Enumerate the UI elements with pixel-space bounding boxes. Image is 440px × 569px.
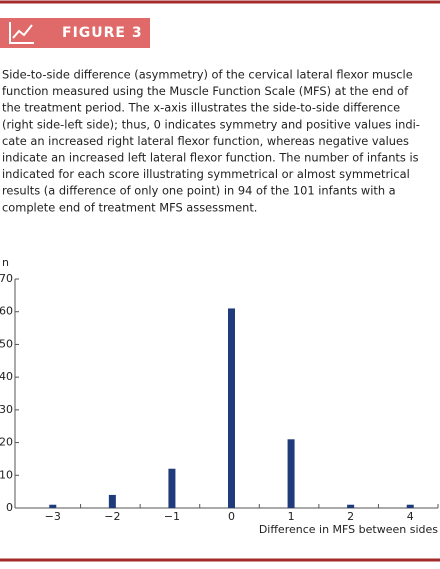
y-tick-label: 30 [0,403,13,416]
bar [287,439,295,508]
caption-line: the treatment period. The x-axis illustr… [2,101,400,115]
figure-label: FIGURE 3 [62,25,143,41]
chart-icon [9,22,34,44]
bar [347,504,355,508]
x-tick-label: 4 [407,510,414,523]
x-tick-label: 0 [228,510,235,523]
bar [49,504,57,508]
bar [108,494,116,508]
x-axis-label: Difference in MFS between sides [259,523,438,536]
y-tick-label: 10 [0,468,13,481]
x-tick-label: 2 [347,510,354,523]
caption-line: indicated for each score illustrating sy… [2,167,410,181]
caption-line: (right side-left side); thus, 0 indicate… [2,117,420,131]
x-tick-label: −2 [104,510,120,523]
caption-line: function measured using the Muscle Funct… [2,84,409,98]
y-tick-label: 70 [0,272,13,285]
caption-line: indicate an increased left lateral flexo… [2,151,419,165]
bar [168,468,176,508]
y-tick-label: 20 [0,436,13,449]
caption-line: cate an increased right lateral flexor f… [2,134,409,148]
bar [406,504,414,508]
caption-line: Side-to-side difference (asymmetry) of t… [2,68,413,82]
x-tick-label: 1 [288,510,295,523]
caption-line: complete end of treatment MFS assessment… [2,200,257,214]
y-tick-label: 40 [0,370,13,383]
x-tick-label: −1 [164,510,180,523]
y-axis-label: n [2,256,9,269]
bar [228,308,235,508]
caption: Side-to-side difference (asymmetry) of t… [2,68,420,215]
caption-line: results (a difference of only one point)… [2,184,396,198]
y-tick-label: 60 [0,305,13,318]
y-tick-label: 0 [6,501,13,514]
x-tick-label: −3 [45,510,61,523]
y-tick-label: 50 [0,337,13,350]
